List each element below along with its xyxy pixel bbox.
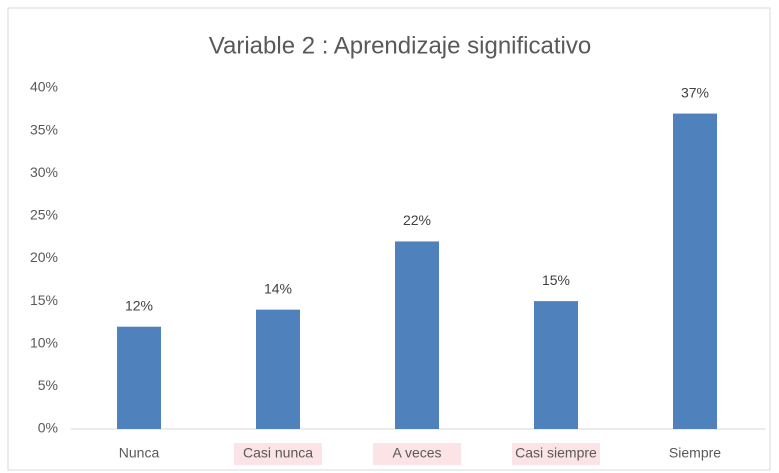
label-highlight: [512, 443, 600, 465]
x-tick-label: Casi siempre: [515, 445, 597, 461]
data-label: 37%: [681, 84, 709, 100]
bar: [256, 309, 300, 429]
bar: [117, 326, 161, 429]
data-label: 15%: [542, 272, 570, 288]
label-highlight: [234, 443, 322, 465]
y-tick-label: 15%: [30, 292, 58, 308]
y-tick-label: 20%: [30, 249, 58, 265]
y-tick-label: 30%: [30, 164, 58, 180]
x-tick-label: Siempre: [669, 445, 721, 461]
data-label: 22%: [403, 212, 431, 228]
bar: [673, 113, 717, 429]
x-tick-label: Casi nunca: [243, 445, 313, 461]
y-tick-label: 40%: [30, 79, 58, 95]
chart-title: Variable 2 : Aprendizaje significativo: [209, 32, 591, 59]
bar: [534, 301, 578, 429]
y-tick-label: 5%: [38, 377, 58, 393]
x-tick-label: Nunca: [119, 445, 160, 461]
data-label: 14%: [264, 280, 292, 296]
y-tick-label: 0%: [38, 420, 58, 436]
data-label: 12%: [125, 297, 153, 313]
y-tick-label: 25%: [30, 207, 58, 223]
label-highlight: [373, 443, 461, 465]
y-tick-label: 35%: [30, 121, 58, 137]
y-tick-label: 10%: [30, 334, 58, 350]
bar: [395, 241, 439, 429]
x-tick-label: A veces: [392, 445, 441, 461]
